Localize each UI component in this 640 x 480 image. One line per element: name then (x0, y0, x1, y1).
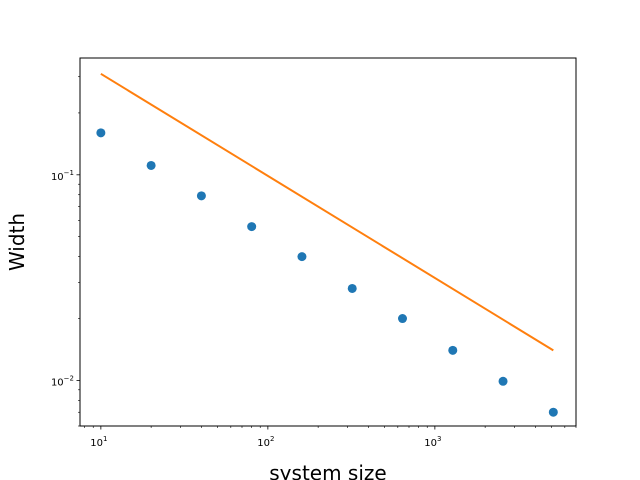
data-point (96, 128, 106, 138)
y-axis-label: Width (5, 213, 29, 271)
series-line (100, 72, 554, 352)
data-point (498, 376, 508, 386)
tick-label: 101 (90, 435, 107, 449)
data-point (297, 252, 307, 262)
plot-frame (79, 57, 577, 427)
x-axis-label: system size (269, 461, 386, 480)
y-axis-ticks: 10−2 10−1 (51, 76, 80, 427)
tick-label: 10−1 (51, 169, 74, 183)
tick-label: 10−2 (51, 374, 74, 388)
x-axis-ticks: 101 102 103 (84, 426, 577, 449)
plot-area (96, 72, 558, 417)
tick-label: 103 (424, 435, 441, 449)
tick-label: 102 (257, 435, 274, 449)
data-point (146, 160, 156, 170)
data-point (448, 345, 458, 355)
data-point (548, 407, 558, 417)
data-point (196, 191, 206, 201)
data-point (397, 314, 407, 324)
data-point (347, 283, 357, 293)
data-point (247, 222, 257, 232)
